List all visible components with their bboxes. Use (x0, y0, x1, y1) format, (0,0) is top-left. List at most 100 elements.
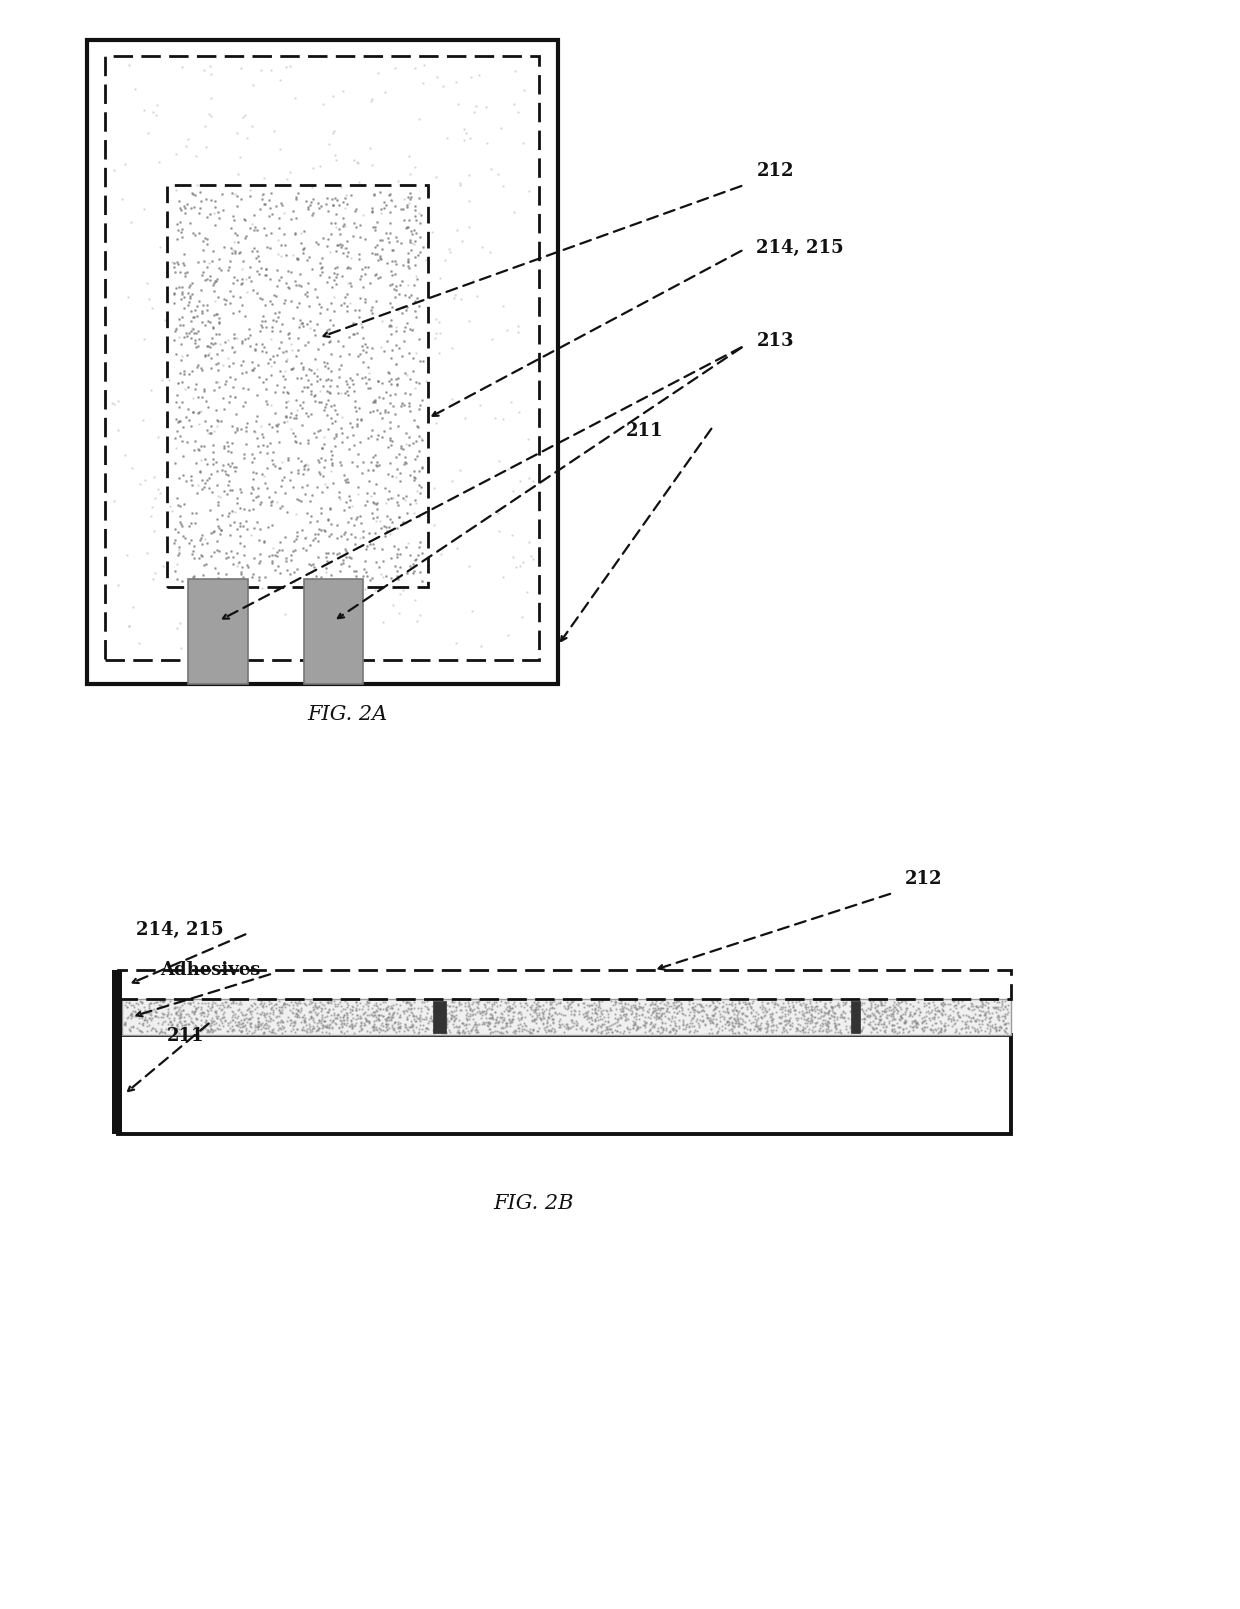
Point (337, 378, 357, 404)
Point (146, 92, 166, 117)
Point (723, 1014, 743, 1039)
Point (262, 547, 281, 573)
Point (482, 996, 502, 1022)
Point (497, 455, 517, 481)
Point (336, 1002, 356, 1028)
Point (269, 998, 289, 1023)
Point (487, 1009, 507, 1035)
Point (311, 1010, 331, 1036)
Point (889, 1006, 909, 1031)
Point (828, 1020, 848, 1046)
Point (330, 222, 350, 248)
Point (562, 1009, 582, 1035)
Point (280, 1007, 300, 1033)
Point (169, 409, 188, 434)
Point (223, 349, 243, 375)
Point (174, 193, 193, 219)
Point (787, 1017, 807, 1043)
Point (151, 1004, 171, 1030)
Point (975, 1001, 994, 1027)
Point (342, 449, 362, 475)
Point (267, 539, 286, 565)
Point (508, 319, 528, 344)
Point (277, 270, 296, 296)
Point (181, 195, 201, 220)
Point (739, 990, 759, 1015)
Point (334, 1010, 353, 1036)
Point (180, 283, 200, 309)
Point (247, 484, 267, 510)
Point (899, 1018, 919, 1044)
Point (448, 1020, 467, 1046)
Point (169, 394, 188, 420)
Point (186, 994, 206, 1020)
Point (218, 566, 238, 592)
Point (413, 990, 433, 1015)
Point (234, 389, 254, 415)
Point (179, 1010, 198, 1036)
Point (577, 1006, 596, 1031)
Point (187, 990, 207, 1015)
Point (366, 233, 386, 259)
Point (334, 290, 353, 315)
Point (801, 1007, 821, 1033)
Point (294, 454, 314, 479)
Point (269, 998, 289, 1023)
Point (396, 1014, 415, 1039)
Point (668, 1015, 688, 1041)
Point (174, 998, 193, 1023)
Point (314, 431, 334, 457)
Point (337, 993, 357, 1018)
Point (334, 462, 353, 488)
Point (672, 1001, 692, 1027)
Point (259, 484, 279, 510)
Point (146, 999, 166, 1025)
Point (238, 1006, 258, 1031)
Point (340, 494, 360, 520)
Point (804, 1018, 823, 1044)
Point (402, 996, 422, 1022)
Point (182, 500, 202, 526)
Point (321, 521, 341, 547)
Point (308, 1002, 327, 1028)
Point (930, 1007, 950, 1033)
Point (615, 1007, 635, 1033)
Point (362, 449, 382, 475)
Point (409, 1017, 429, 1043)
Point (252, 1001, 272, 1027)
Point (229, 996, 249, 1022)
Point (268, 343, 288, 368)
Point (469, 1010, 489, 1036)
Point (763, 1006, 782, 1031)
Point (135, 1004, 155, 1030)
Point (247, 238, 267, 264)
Point (702, 1009, 722, 1035)
Point (558, 993, 578, 1018)
Point (935, 991, 955, 1017)
Point (196, 388, 216, 414)
Point (794, 1014, 813, 1039)
Point (198, 394, 218, 420)
Point (714, 1006, 734, 1031)
Point (295, 331, 315, 357)
Point (536, 1015, 556, 1041)
Point (663, 1015, 683, 1041)
Point (402, 1015, 422, 1041)
Point (735, 1002, 755, 1028)
Point (946, 1007, 966, 1033)
Point (191, 542, 211, 568)
Point (288, 246, 308, 272)
Point (308, 232, 327, 257)
Point (249, 1009, 269, 1035)
Point (687, 1006, 707, 1031)
Point (386, 367, 405, 393)
Point (397, 1007, 417, 1033)
Point (455, 998, 475, 1023)
Point (424, 1020, 444, 1046)
Point (816, 1015, 836, 1041)
Point (745, 1014, 765, 1039)
Point (629, 991, 649, 1017)
Point (661, 1007, 681, 1033)
Point (342, 1015, 362, 1041)
Point (880, 994, 900, 1020)
